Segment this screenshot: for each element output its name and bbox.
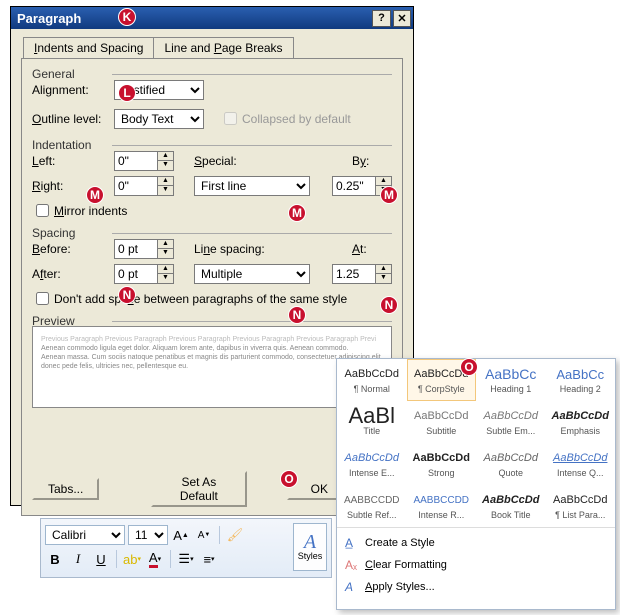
outline-select[interactable]: Body Text: [114, 109, 204, 129]
badge-o1: O: [280, 470, 298, 488]
style-cell[interactable]: AABBCCDDSubtle Ref...: [337, 485, 407, 527]
group-general: General Alignment: Justified Outline lev…: [32, 67, 392, 132]
indent-left-label: Left:: [32, 154, 114, 168]
close-button[interactable]: ✕: [393, 10, 411, 27]
badge-m1: M: [86, 186, 104, 204]
underline-icon[interactable]: U: [91, 549, 111, 569]
before-label: Before:: [32, 242, 114, 256]
styles-button[interactable]: A Styles: [293, 523, 327, 571]
style-cell[interactable]: AaBlTitle: [337, 401, 407, 443]
numbering-icon[interactable]: ≡▾: [199, 549, 219, 569]
before-spinner[interactable]: ▲▼: [114, 239, 174, 259]
style-cell[interactable]: AaBbCcDdQuote: [476, 443, 546, 485]
tabs-button[interactable]: Tabs...: [32, 478, 99, 500]
style-cell[interactable]: AaBbCcDdBook Title: [476, 485, 546, 527]
italic-icon[interactable]: I: [68, 549, 88, 569]
down-icon[interactable]: ▼: [158, 161, 173, 170]
at-spinner[interactable]: ▲▼: [332, 264, 392, 284]
font-select[interactable]: Calibri: [45, 525, 125, 545]
style-cell[interactable]: AaBbCcDdSubtitle: [407, 401, 477, 443]
set-default-button[interactable]: Set As Default: [151, 471, 247, 507]
badge-m2: M: [288, 204, 306, 222]
at-label: At:: [352, 242, 392, 256]
alignment-label: Alignment:: [32, 83, 114, 97]
style-cell[interactable]: AaBbCcDdIntense E...: [337, 443, 407, 485]
badge-o2: O: [460, 358, 478, 376]
style-cell[interactable]: AaBbCcDdStrong: [407, 443, 477, 485]
collapsed-check: Collapsed by default: [220, 109, 351, 128]
bullets-icon[interactable]: ☰▾: [176, 549, 196, 569]
badge-m3: M: [380, 186, 398, 204]
special-label: Special:: [194, 154, 274, 168]
shrink-font-icon[interactable]: A▼: [194, 525, 214, 545]
style-cell[interactable]: AaBbCcDd¶ Normal: [337, 359, 407, 401]
style-cell[interactable]: AaBbCcHeading 1: [476, 359, 546, 401]
badge-n2: N: [288, 306, 306, 324]
formatting-toolbar: Calibri 11 A▲ A▼ 🖌 B I U ab▾ A▾ ☰▾ ≡▾ A …: [40, 518, 332, 578]
indent-left-spinner[interactable]: ▲▼: [114, 151, 174, 171]
style-cell[interactable]: AaBbCcHeading 2: [546, 359, 616, 401]
badge-n1: N: [118, 286, 136, 304]
style-cell[interactable]: AaBbCcDdIntense Q...: [546, 443, 616, 485]
group-indent: Indentation Left: ▲▼ Special: By: Right:…: [32, 138, 392, 220]
badge-k: K: [118, 8, 136, 26]
special-select[interactable]: First line: [194, 176, 310, 196]
style-cell[interactable]: AaBbCcDd¶ List Para...: [546, 485, 616, 527]
dont-add-check[interactable]: Don't add space between paragraphs of th…: [32, 289, 392, 308]
by-label: By:: [352, 154, 392, 168]
dialog-titlebar: Paragraph ? ✕: [11, 7, 413, 29]
gallery-menu: A̲Create a Style AₓClear Formatting AApp…: [337, 527, 615, 602]
clear-formatting-item[interactable]: AₓClear Formatting: [337, 554, 615, 576]
after-spinner[interactable]: ▲▼: [114, 264, 174, 284]
dialog-title: Paragraph: [17, 11, 81, 26]
apply-styles-item[interactable]: AApply Styles...: [337, 576, 615, 598]
style-cell[interactable]: AABBCCDDIntense R...: [407, 485, 477, 527]
indent-right-spinner[interactable]: ▲▼: [114, 176, 174, 196]
linespacing-select[interactable]: Multiple: [194, 264, 310, 284]
linespacing-label: Line spacing:: [194, 242, 274, 256]
style-cell[interactable]: AaBbCcDdSubtle Em...: [476, 401, 546, 443]
tab-line-page-breaks[interactable]: Line and Page Breaks: [153, 37, 293, 58]
create-style-item[interactable]: A̲Create a Style: [337, 532, 615, 554]
styles-gallery: AaBbCcDd¶ NormalAaBbCcDd¶ CorpStyleAaBbC…: [336, 358, 616, 610]
help-button[interactable]: ?: [372, 10, 391, 27]
format-painter-icon[interactable]: 🖌: [225, 525, 245, 545]
bold-icon[interactable]: B: [45, 549, 65, 569]
style-cell[interactable]: AaBbCcDdEmphasis: [546, 401, 616, 443]
outline-label: Outline level:: [32, 112, 114, 126]
up-icon[interactable]: ▲: [158, 152, 173, 161]
grow-font-icon[interactable]: A▲: [171, 525, 191, 545]
tab-indents-spacing[interactable]: Indents and Spacing: [23, 37, 154, 58]
font-color-icon[interactable]: A▾: [145, 549, 165, 569]
after-label: After:: [32, 267, 114, 281]
tab-strip: Indents and Spacing Line and Page Breaks: [23, 37, 413, 58]
badge-n3: N: [380, 296, 398, 314]
group-spacing: Spacing Before: ▲▼ Line spacing: At: Aft…: [32, 226, 392, 308]
mirror-check[interactable]: Mirror indents: [32, 201, 392, 220]
badge-l: L: [118, 84, 136, 102]
size-select[interactable]: 11: [128, 525, 168, 545]
highlight-icon[interactable]: ab▾: [122, 549, 142, 569]
